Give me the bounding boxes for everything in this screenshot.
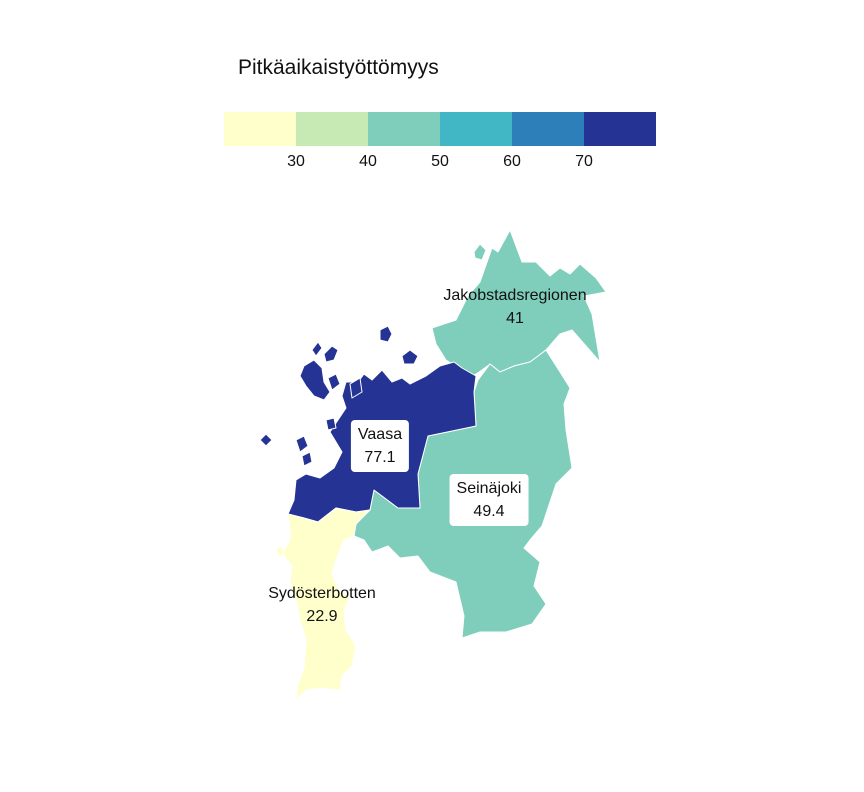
legend-tick: 50 (431, 153, 449, 170)
legend-swatch (512, 112, 584, 146)
region-sydosterbotten[interactable] (275, 507, 371, 701)
legend-swatch (296, 112, 368, 146)
legend-swatch (224, 112, 296, 146)
region-value: 49.4 (473, 503, 505, 520)
legend-swatch (440, 112, 512, 146)
region-label-jakobstadsregionen: Jakobstadsregionen 41 (436, 281, 593, 333)
legend-swatch (584, 112, 656, 146)
legend-tick: 40 (359, 153, 377, 170)
region-jakobstadsregionen[interactable] (431, 229, 607, 379)
legend-tick: 60 (503, 153, 521, 170)
region-label-seinajoki: Seinäjoki 49.4 (449, 474, 529, 526)
legend-title: Pitkäaikaistyöttömyys (238, 56, 439, 79)
region-value: 41 (506, 310, 524, 327)
legend-tick: 70 (575, 153, 593, 170)
region-name: Vaasa (357, 426, 403, 443)
legend-tick: 30 (287, 153, 305, 170)
region-label-sydosterbotten: Sydösterbotten 22.9 (261, 579, 383, 631)
region-name: Seinäjoki (456, 480, 522, 497)
region-name: Jakobstadsregionen (443, 287, 587, 304)
legend-swatch (368, 112, 440, 146)
legend-color-bar (224, 112, 656, 146)
region-name: Sydösterbotten (268, 585, 376, 602)
region-value: 22.9 (306, 608, 338, 625)
region-label-vaasa: Vaasa 77.1 (350, 420, 410, 472)
region-value: 77.1 (364, 449, 396, 466)
